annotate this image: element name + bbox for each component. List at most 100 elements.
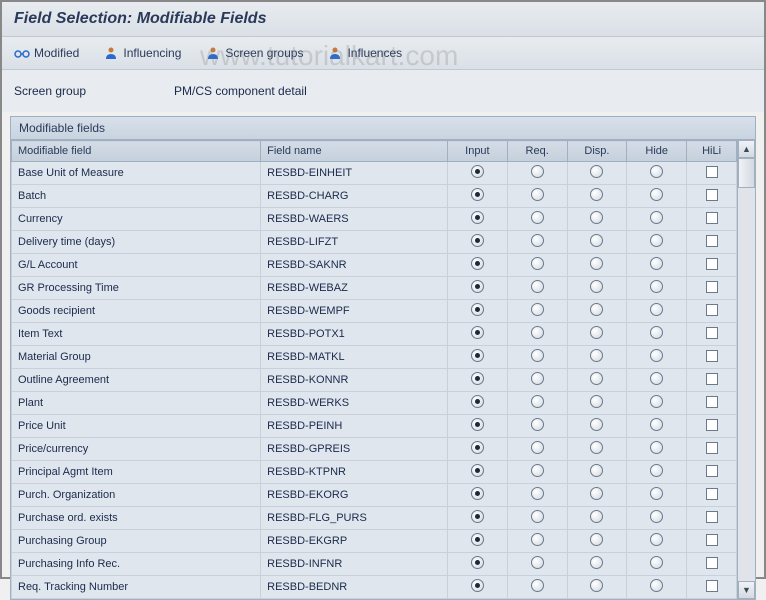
hide-radio[interactable] <box>650 234 663 247</box>
hili-checkbox[interactable] <box>706 442 718 454</box>
input-radio[interactable] <box>471 533 484 546</box>
req-radio[interactable] <box>531 326 544 339</box>
hili-checkbox[interactable] <box>706 350 718 362</box>
req-radio[interactable] <box>531 165 544 178</box>
disp-radio[interactable] <box>590 372 603 385</box>
req-radio[interactable] <box>531 211 544 224</box>
req-radio[interactable] <box>531 418 544 431</box>
disp-radio[interactable] <box>590 303 603 316</box>
disp-radio[interactable] <box>590 326 603 339</box>
hide-radio[interactable] <box>650 441 663 454</box>
header-name[interactable]: Field name <box>261 141 448 162</box>
modified-button[interactable]: Modified <box>10 43 83 63</box>
hide-radio[interactable] <box>650 418 663 431</box>
vertical-scrollbar[interactable]: ▲ ▼ <box>737 140 755 599</box>
header-hide[interactable]: Hide <box>627 141 687 162</box>
disp-radio[interactable] <box>590 395 603 408</box>
disp-radio[interactable] <box>590 579 603 592</box>
disp-radio[interactable] <box>590 510 603 523</box>
hili-checkbox[interactable] <box>706 212 718 224</box>
hili-checkbox[interactable] <box>706 488 718 500</box>
hide-radio[interactable] <box>650 533 663 546</box>
hili-checkbox[interactable] <box>706 511 718 523</box>
hili-checkbox[interactable] <box>706 396 718 408</box>
req-radio[interactable] <box>531 510 544 523</box>
screen-groups-button[interactable]: Screen groups <box>201 43 307 63</box>
req-radio[interactable] <box>531 303 544 316</box>
disp-radio[interactable] <box>590 234 603 247</box>
hide-radio[interactable] <box>650 579 663 592</box>
req-radio[interactable] <box>531 188 544 201</box>
input-radio[interactable] <box>471 326 484 339</box>
req-radio[interactable] <box>531 556 544 569</box>
req-radio[interactable] <box>531 395 544 408</box>
input-radio[interactable] <box>471 188 484 201</box>
hide-radio[interactable] <box>650 395 663 408</box>
req-radio[interactable] <box>531 349 544 362</box>
input-radio[interactable] <box>471 395 484 408</box>
disp-radio[interactable] <box>590 418 603 431</box>
disp-radio[interactable] <box>590 487 603 500</box>
req-radio[interactable] <box>531 234 544 247</box>
input-radio[interactable] <box>471 211 484 224</box>
hili-checkbox[interactable] <box>706 189 718 201</box>
disp-radio[interactable] <box>590 188 603 201</box>
input-radio[interactable] <box>471 372 484 385</box>
hili-checkbox[interactable] <box>706 557 718 569</box>
input-radio[interactable] <box>471 234 484 247</box>
disp-radio[interactable] <box>590 533 603 546</box>
scroll-down-button[interactable]: ▼ <box>738 581 755 599</box>
hide-radio[interactable] <box>650 257 663 270</box>
disp-radio[interactable] <box>590 349 603 362</box>
hide-radio[interactable] <box>650 349 663 362</box>
input-radio[interactable] <box>471 579 484 592</box>
hide-radio[interactable] <box>650 303 663 316</box>
hide-radio[interactable] <box>650 211 663 224</box>
disp-radio[interactable] <box>590 257 603 270</box>
hide-radio[interactable] <box>650 556 663 569</box>
hili-checkbox[interactable] <box>706 534 718 546</box>
hili-checkbox[interactable] <box>706 235 718 247</box>
scroll-track[interactable] <box>738 158 755 581</box>
disp-radio[interactable] <box>590 441 603 454</box>
header-field[interactable]: Modifiable field <box>12 141 261 162</box>
input-radio[interactable] <box>471 441 484 454</box>
hili-checkbox[interactable] <box>706 258 718 270</box>
hide-radio[interactable] <box>650 372 663 385</box>
disp-radio[interactable] <box>590 165 603 178</box>
hili-checkbox[interactable] <box>706 304 718 316</box>
hide-radio[interactable] <box>650 487 663 500</box>
hide-radio[interactable] <box>650 326 663 339</box>
input-radio[interactable] <box>471 303 484 316</box>
req-radio[interactable] <box>531 257 544 270</box>
header-hili[interactable]: HiLi <box>687 141 737 162</box>
req-radio[interactable] <box>531 487 544 500</box>
header-input[interactable]: Input <box>447 141 507 162</box>
input-radio[interactable] <box>471 487 484 500</box>
input-radio[interactable] <box>471 510 484 523</box>
hili-checkbox[interactable] <box>706 281 718 293</box>
input-radio[interactable] <box>471 349 484 362</box>
hide-radio[interactable] <box>650 188 663 201</box>
header-disp[interactable]: Disp. <box>567 141 627 162</box>
scroll-up-button[interactable]: ▲ <box>738 140 755 158</box>
hili-checkbox[interactable] <box>706 166 718 178</box>
input-radio[interactable] <box>471 165 484 178</box>
hide-radio[interactable] <box>650 464 663 477</box>
req-radio[interactable] <box>531 280 544 293</box>
disp-radio[interactable] <box>590 464 603 477</box>
hili-checkbox[interactable] <box>706 580 718 592</box>
req-radio[interactable] <box>531 533 544 546</box>
influencing-button[interactable]: Influencing <box>99 43 185 63</box>
input-radio[interactable] <box>471 556 484 569</box>
disp-radio[interactable] <box>590 556 603 569</box>
header-req[interactable]: Req. <box>507 141 567 162</box>
hili-checkbox[interactable] <box>706 373 718 385</box>
input-radio[interactable] <box>471 257 484 270</box>
hide-radio[interactable] <box>650 510 663 523</box>
hide-radio[interactable] <box>650 165 663 178</box>
hili-checkbox[interactable] <box>706 419 718 431</box>
req-radio[interactable] <box>531 579 544 592</box>
hide-radio[interactable] <box>650 280 663 293</box>
hili-checkbox[interactable] <box>706 327 718 339</box>
